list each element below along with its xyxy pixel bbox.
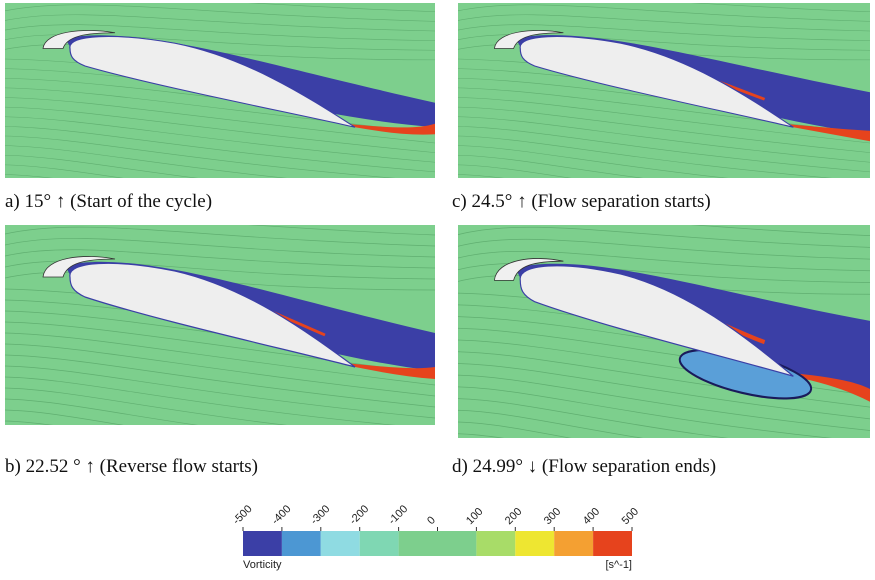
slat xyxy=(493,30,564,49)
streamline xyxy=(5,14,435,32)
streamline xyxy=(458,154,643,178)
flow-image xyxy=(5,3,435,178)
streamline xyxy=(5,332,435,386)
colorbar-tick-label: 500 xyxy=(620,506,641,527)
streamline xyxy=(458,14,870,32)
colorbar-segment xyxy=(243,531,282,556)
streamline xyxy=(458,106,870,153)
streamline xyxy=(458,433,504,438)
streamline xyxy=(458,238,870,260)
flow-image xyxy=(458,3,870,178)
streamline xyxy=(458,34,870,51)
streamline xyxy=(5,354,435,408)
streamline xyxy=(458,386,833,438)
streamline xyxy=(458,398,729,438)
streamline xyxy=(5,398,198,425)
colorbar-tick-label: -300 xyxy=(308,503,332,527)
streamline xyxy=(458,145,729,178)
streamline xyxy=(5,376,396,425)
colorbar-label: Vorticity xyxy=(243,559,282,571)
streamline xyxy=(458,374,870,431)
caption: c) 24.5° ↑ (Flow separation starts) xyxy=(452,191,711,212)
streamline xyxy=(5,154,198,178)
streamline xyxy=(5,226,435,247)
streamline xyxy=(458,24,870,41)
streamline xyxy=(5,365,435,419)
streamline xyxy=(5,238,435,258)
colorbar-tick-label: -500 xyxy=(231,503,255,527)
airfoil xyxy=(519,265,794,377)
streamline xyxy=(458,226,870,248)
airfoil xyxy=(519,35,794,128)
colorbar-tick-label: 200 xyxy=(503,506,524,527)
streamline xyxy=(5,420,53,425)
colorbar-tick-label: 0 xyxy=(425,514,438,527)
colorbar-segment xyxy=(554,531,594,556)
wake-lower xyxy=(783,123,870,142)
streamline xyxy=(5,4,435,22)
colorbar-segment xyxy=(320,531,360,556)
streamline xyxy=(458,421,572,438)
streamline xyxy=(5,34,435,51)
slat xyxy=(493,258,564,281)
streamline xyxy=(5,145,288,178)
colorbar-tick-label: -400 xyxy=(270,503,294,527)
wake-lower xyxy=(345,123,435,135)
colorbar-tick-label: 400 xyxy=(581,506,602,527)
colorbar-segment xyxy=(476,531,516,556)
streamline xyxy=(5,409,124,425)
caption: a) 15° ↑ (Start of the cycle) xyxy=(5,191,212,212)
slat xyxy=(42,256,116,278)
slat xyxy=(42,30,116,49)
colorbar-segment xyxy=(515,531,555,556)
streamline xyxy=(458,4,870,22)
colorbar-segment xyxy=(593,531,632,556)
colorbar-tick-label: -200 xyxy=(347,503,371,527)
flow-image xyxy=(458,225,870,438)
streamline xyxy=(5,97,435,144)
streamline xyxy=(690,3,870,13)
streamline xyxy=(458,135,833,178)
flow-image xyxy=(5,225,435,425)
colorbar-unit: [s^-1] xyxy=(605,559,632,571)
caption: b) 22.52 ° ↑ (Reverse flow starts) xyxy=(5,456,258,477)
streamline xyxy=(458,126,870,173)
streamline xyxy=(5,106,435,153)
streamline xyxy=(690,225,870,237)
streamline xyxy=(458,174,504,178)
colorbar-segment xyxy=(281,531,321,556)
streamline xyxy=(247,3,435,13)
streamline xyxy=(458,116,870,163)
streamline xyxy=(5,116,435,163)
streamline xyxy=(5,126,435,173)
airfoil xyxy=(69,35,356,128)
streamline xyxy=(5,174,53,178)
streamline xyxy=(5,260,435,280)
streamline xyxy=(458,363,870,420)
streamline xyxy=(458,250,870,272)
colorbar-tick-label: -100 xyxy=(386,503,410,527)
streamline xyxy=(5,343,435,397)
streamline xyxy=(458,409,643,438)
colorbar-segment xyxy=(359,531,399,556)
colorbar-tick-label: 300 xyxy=(542,506,563,527)
streamline xyxy=(458,164,572,178)
caption: d) 24.99° ↓ (Flow separation ends) xyxy=(452,456,716,477)
streamline xyxy=(5,387,288,425)
streamline xyxy=(247,225,435,236)
colorbar-tick-label: 100 xyxy=(464,506,485,527)
streamline xyxy=(458,97,870,144)
colorbar-segment xyxy=(437,531,477,556)
streamline xyxy=(5,135,396,178)
colorbar-segment xyxy=(398,531,438,556)
streamline xyxy=(5,24,435,41)
streamline xyxy=(5,249,435,269)
wake-lower xyxy=(345,363,435,379)
airfoil xyxy=(69,262,356,368)
streamline xyxy=(5,164,124,178)
